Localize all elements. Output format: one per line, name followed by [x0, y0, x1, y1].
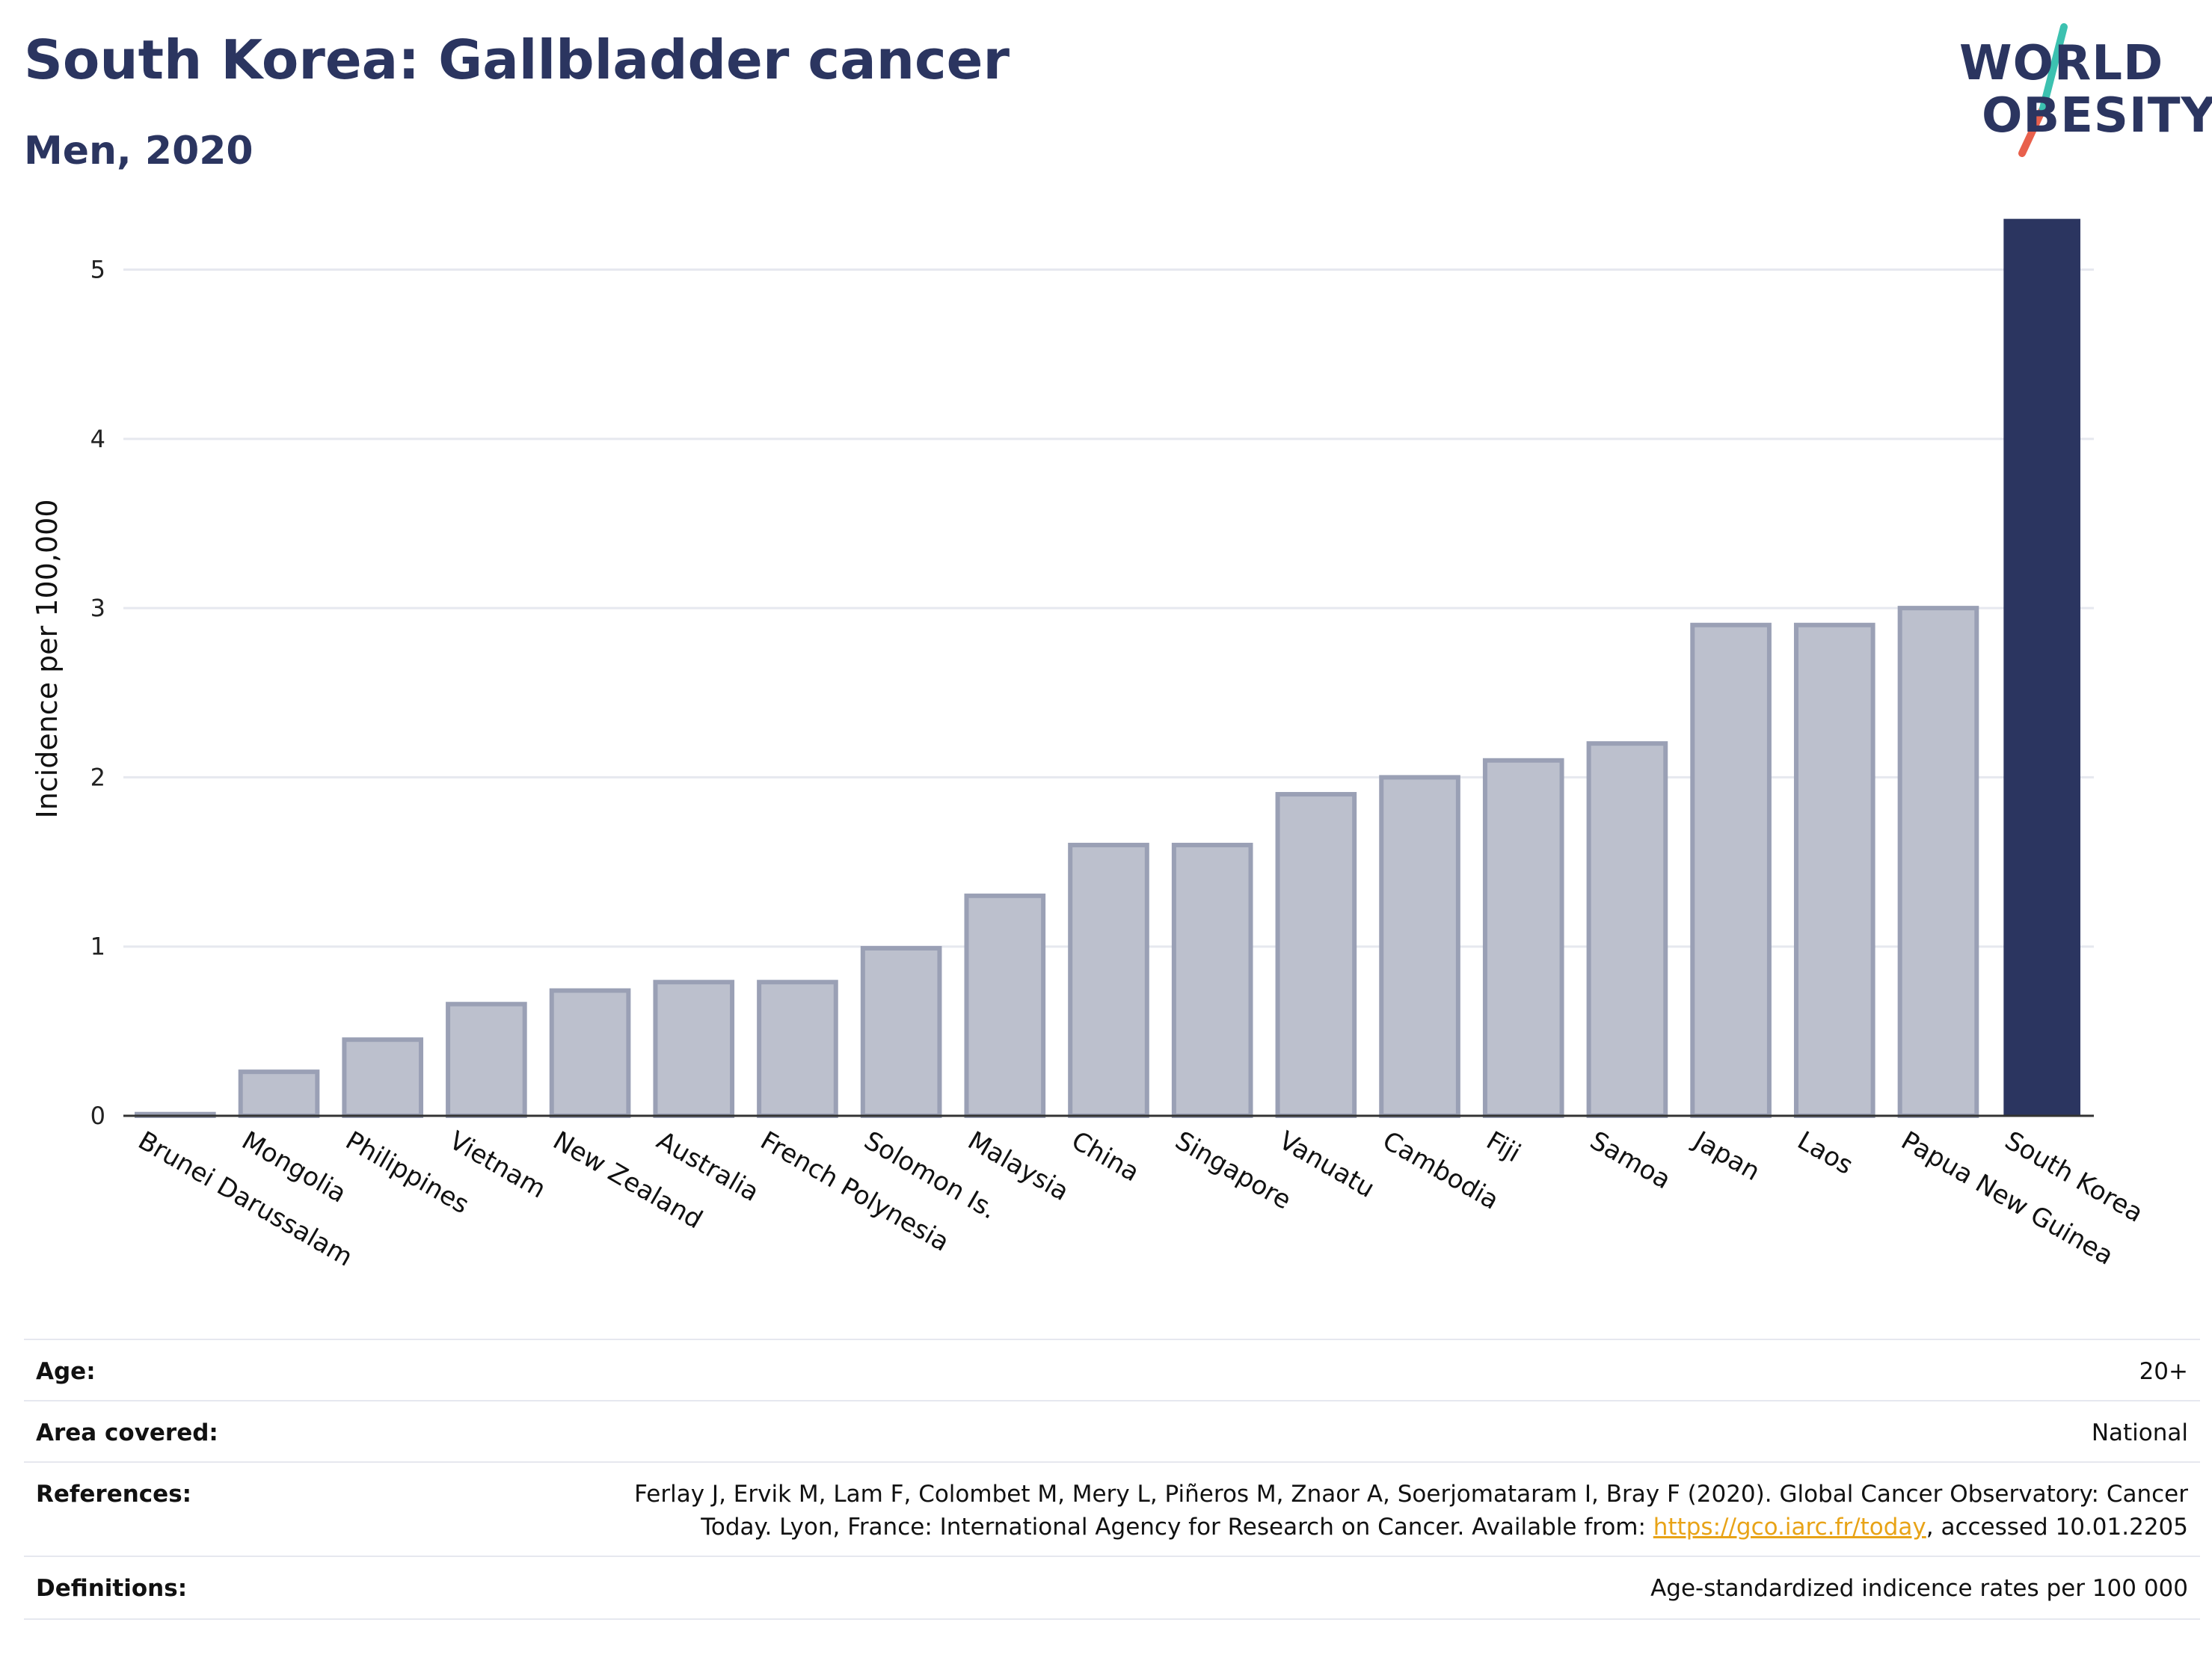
- chart-subtitle: Men, 2020: [24, 129, 254, 174]
- references-line-1: Ferlay J, Ervik M, Lam F, Colombet M, Me…: [634, 1481, 2188, 1508]
- references-line-2-start: Today. Lyon, France: International Agenc…: [701, 1514, 1653, 1541]
- y-tick-label: 1: [90, 933, 105, 961]
- meta-bottom-divider: [24, 1618, 2200, 1620]
- meta-row-definitions: Definitions: Age-standardized indicence …: [24, 1556, 2200, 1620]
- bar: [1068, 842, 1149, 1118]
- meta-row-age: Age: 20+: [24, 1339, 2200, 1401]
- x-tick-label: Cambodia: [1377, 1126, 1504, 1216]
- bar: [238, 1069, 320, 1118]
- bar: [1171, 842, 1253, 1118]
- bar: [1275, 792, 1357, 1118]
- bar: [1690, 622, 1772, 1118]
- age-label: Age:: [36, 1358, 96, 1385]
- logo-slash-icon: [2018, 23, 2068, 157]
- references-link[interactable]: https://gco.iarc.fr/today: [1653, 1514, 1926, 1541]
- references-line-2-end: , accessed 10.01.2205: [1926, 1514, 2188, 1541]
- definitions-value: Age-standardized indicence rates per 100…: [1650, 1575, 2188, 1602]
- bar: [1379, 775, 1460, 1118]
- x-tick-label: French Polynesia: [755, 1126, 954, 1258]
- bar: [549, 988, 631, 1119]
- bar: [964, 893, 1046, 1118]
- x-tick-label: Singapore: [1170, 1126, 1297, 1215]
- bar: [2003, 218, 2080, 1116]
- area-value: National: [2091, 1419, 2188, 1446]
- bar: [860, 945, 942, 1119]
- x-tick-label: China: [1066, 1126, 1144, 1188]
- references-value: Ferlay J, Ervik M, Lam F, Colombet M, Me…: [634, 1478, 2188, 1544]
- references-label: References:: [36, 1481, 192, 1508]
- definitions-label: Definitions:: [36, 1575, 188, 1602]
- x-tick-label: Samoa: [1585, 1126, 1675, 1195]
- bar: [1897, 606, 1979, 1118]
- area-label: Area covered:: [36, 1419, 218, 1446]
- age-value: 20+: [2139, 1358, 2188, 1385]
- x-tick-label: Japan: [1687, 1125, 1765, 1187]
- x-tick-label: Fiji: [1481, 1126, 1526, 1168]
- bar: [1482, 758, 1564, 1118]
- meta-row-area: Area covered: National: [24, 1400, 2200, 1463]
- y-tick-label: 2: [90, 763, 105, 791]
- logo-line-2: OBESITY: [1982, 88, 2212, 144]
- bar: [342, 1037, 424, 1118]
- references-line-2: Today. Lyon, France: International Agenc…: [634, 1511, 2188, 1544]
- y-tick-label: 5: [90, 256, 105, 284]
- chart-title: South Korea: Gallbladder cancer: [24, 28, 1010, 91]
- world-obesity-logo: WORLD OBESITY: [1959, 22, 2212, 165]
- bar: [757, 980, 838, 1119]
- y-axis-title: Incidence per 100,000: [31, 499, 64, 818]
- y-tick-label: 4: [90, 425, 105, 453]
- y-tick-label: 3: [90, 594, 105, 622]
- y-tick-label: 0: [90, 1102, 105, 1130]
- logo-line-1: WORLD: [1959, 36, 2164, 91]
- bar: [1793, 622, 1875, 1118]
- bar: [653, 980, 735, 1119]
- meta-row-references: References: Ferlay J, Ervik M, Lam F, Co…: [24, 1461, 2200, 1557]
- x-tick-label: Laos: [1792, 1126, 1858, 1181]
- bar: [446, 1001, 527, 1118]
- bar: [1586, 741, 1668, 1118]
